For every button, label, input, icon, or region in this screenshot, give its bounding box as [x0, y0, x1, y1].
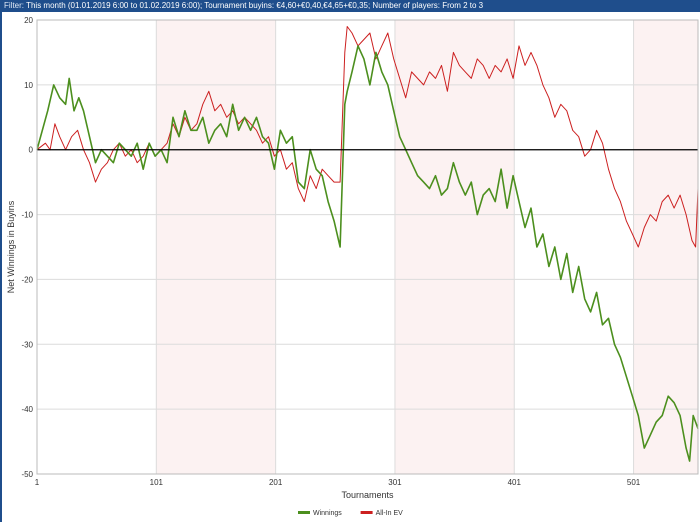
shaded-band-2	[394, 20, 515, 474]
winnings-line	[36, 45, 699, 462]
x-tick-labels: 1 101 201 301 401 501	[35, 478, 641, 487]
filter-text: This month (01.01.2019 6:00 to 01.02.201…	[26, 1, 484, 10]
chart-grid	[36, 19, 698, 475]
x-tick-label: 501	[627, 478, 641, 487]
legend-label-all-in-ev: All-In EV	[376, 510, 404, 517]
filter-prefix: Filter:	[4, 1, 24, 10]
y-tick-label: 10	[24, 81, 33, 90]
x-tick-label: 301	[388, 478, 402, 487]
y-tick-label: -10	[21, 211, 33, 220]
x-tick-label: 401	[508, 478, 522, 487]
y-tick-label: -50	[21, 470, 33, 479]
y-tick-label: 0	[29, 146, 34, 155]
x-tick-label: 1	[35, 478, 40, 487]
y-tick-label: -40	[21, 405, 33, 414]
y-tick-label: 20	[24, 16, 33, 25]
legend-label-winnings: Winnings	[313, 510, 342, 517]
x-axis-title: Tournaments	[341, 490, 394, 500]
shaded-band-1	[156, 20, 276, 474]
y-tick-label: -30	[21, 340, 33, 349]
window-left-border	[0, 12, 2, 522]
shaded-bands	[156, 20, 698, 474]
x-tick-label: 201	[269, 478, 283, 487]
shaded-band-3	[633, 20, 698, 474]
winnings-chart: 20 10 0 -10 -20 -30 -40 -50 1 101 201 301 401 501 To…	[6, 16, 699, 517]
series-lines	[36, 26, 699, 462]
filter-bar: Filter: This month (01.01.2019 6:00 to 0…	[0, 0, 700, 12]
y-tick-labels: 20 10 0 -10 -20 -30 -40 -50	[21, 16, 33, 479]
all-in-ev-line	[36, 26, 699, 248]
y-axis-title: Net Winnings in Buyins	[6, 200, 16, 293]
plot-frame	[36, 19, 699, 475]
chart-legend: Winnings All-In EV	[298, 510, 403, 517]
y-tick-label: -20	[21, 275, 33, 284]
x-tick-label: 101	[150, 478, 164, 487]
